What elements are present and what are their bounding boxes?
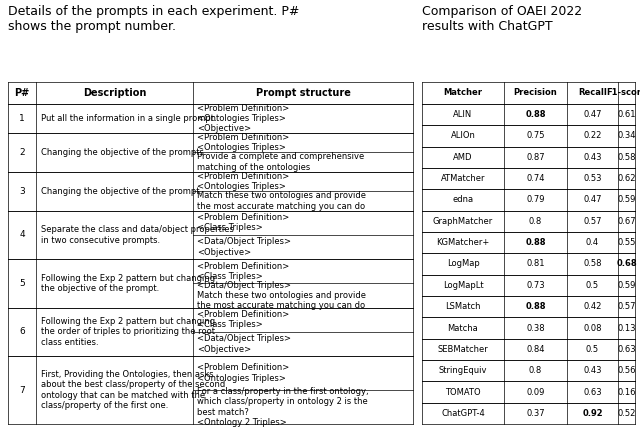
Text: F1-score: F1-score (606, 88, 640, 97)
Text: Description: Description (83, 88, 146, 98)
Text: Comparison of OAEI 2022
results with ChatGPT: Comparison of OAEI 2022 results with Cha… (422, 5, 582, 33)
Text: Changing the objective of the prompt.: Changing the objective of the prompt. (41, 187, 202, 196)
Text: 0.4: 0.4 (586, 238, 599, 247)
Text: Details of the prompts in each experiment. P#
shows the prompt number.: Details of the prompts in each experimen… (8, 5, 300, 33)
Text: Recall: Recall (578, 88, 607, 97)
Text: 0.57: 0.57 (617, 302, 636, 311)
Text: 0.88: 0.88 (525, 302, 546, 311)
Text: 0.58: 0.58 (617, 153, 636, 162)
Text: Put all the information in a single prompt.: Put all the information in a single prom… (41, 114, 216, 123)
Text: 0.67: 0.67 (617, 217, 636, 226)
Text: 0.63: 0.63 (583, 387, 602, 396)
Text: 0.38: 0.38 (526, 323, 545, 332)
Text: <Problem Definition>
<Class Triples>: <Problem Definition> <Class Triples> (197, 310, 289, 329)
Text: <Data/Object Triples>
<Objective>: <Data/Object Triples> <Objective> (197, 334, 291, 353)
Text: 0.75: 0.75 (526, 132, 545, 141)
Text: GraphMatcher: GraphMatcher (433, 217, 493, 226)
Text: KGMatcher+: KGMatcher+ (436, 238, 490, 247)
Text: 4: 4 (19, 230, 25, 239)
Text: <Problem Definition>
<Ontologies Triples>: <Problem Definition> <Ontologies Triples… (197, 133, 289, 152)
Text: 6: 6 (19, 327, 25, 336)
Text: 0.8: 0.8 (529, 217, 542, 226)
Text: 0.68: 0.68 (616, 260, 637, 269)
Text: 0.37: 0.37 (526, 409, 545, 418)
Text: 0.09: 0.09 (526, 387, 545, 396)
Text: Prompt structure: Prompt structure (255, 88, 351, 98)
Text: 0.73: 0.73 (526, 281, 545, 290)
Text: 0.84: 0.84 (526, 345, 545, 354)
Text: Provide a complete and comprehensive
matching of the ontologies: Provide a complete and comprehensive mat… (197, 152, 364, 172)
Text: 0.47: 0.47 (583, 110, 602, 119)
Text: 0.08: 0.08 (583, 323, 602, 332)
Text: 0.55: 0.55 (618, 238, 636, 247)
Text: Precision: Precision (514, 88, 557, 97)
Text: <Data/Object Triples>
<Objective>: <Data/Object Triples> <Objective> (197, 237, 291, 257)
Text: <Problem Definition>
<Class Triples>: <Problem Definition> <Class Triples> (197, 262, 289, 281)
Text: 0.81: 0.81 (526, 260, 545, 269)
Text: 5: 5 (19, 279, 25, 288)
Text: LogMapLt: LogMapLt (443, 281, 483, 290)
Text: <Problem Definition>
<Ontologies Triples>
<Objective>: <Problem Definition> <Ontologies Triples… (197, 104, 289, 133)
Text: 0.57: 0.57 (583, 217, 602, 226)
Text: 0.63: 0.63 (617, 345, 636, 354)
Text: Separate the class and data/object properties
in two consecutive prompts.: Separate the class and data/object prope… (41, 225, 234, 245)
Text: For a class/property in the first ontology,
which class/property in ontology 2 i: For a class/property in the first ontolo… (197, 387, 369, 427)
Text: 0.59: 0.59 (618, 281, 636, 290)
Text: 0.5: 0.5 (586, 281, 599, 290)
Text: 0.56: 0.56 (617, 366, 636, 375)
Text: 0.34: 0.34 (617, 132, 636, 141)
Text: 0.87: 0.87 (526, 153, 545, 162)
Text: 0.13: 0.13 (617, 323, 636, 332)
Text: <Data/Object Triples>
Match these two ontologies and provide
the most accurate m: <Data/Object Triples> Match these two on… (197, 281, 366, 311)
Text: TOMATO: TOMATO (445, 387, 481, 396)
Text: StringEquiv: StringEquiv (439, 366, 487, 375)
Text: 0.16: 0.16 (617, 387, 636, 396)
Text: 0.42: 0.42 (583, 302, 602, 311)
Text: 0.88: 0.88 (525, 238, 546, 247)
Text: <Problem Definition>
<Ontologies Triples>: <Problem Definition> <Ontologies Triples… (197, 172, 289, 191)
Text: 0.53: 0.53 (583, 174, 602, 183)
Text: 0.74: 0.74 (526, 174, 545, 183)
Text: First, Providing the Ontologies, then asks
about the best class/property of the : First, Providing the Ontologies, then as… (41, 370, 225, 410)
Text: 0.43: 0.43 (583, 366, 602, 375)
Text: LogMap: LogMap (447, 260, 479, 269)
Text: P#: P# (14, 88, 29, 98)
Text: 0.61: 0.61 (617, 110, 636, 119)
Text: 1: 1 (19, 114, 25, 123)
Text: Following the Exp 2 pattern but changing
the order of triples to prioritizing th: Following the Exp 2 pattern but changing… (41, 317, 215, 347)
Text: Changing the objective of the prompts.: Changing the objective of the prompts. (41, 148, 207, 157)
Text: LSMatch: LSMatch (445, 302, 481, 311)
Text: AMD: AMD (453, 153, 473, 162)
Text: <Problem Definition>
<Class Triples>: <Problem Definition> <Class Triples> (197, 213, 289, 233)
Text: 0.47: 0.47 (583, 196, 602, 205)
Text: 0.88: 0.88 (525, 110, 546, 119)
Text: ALIOn: ALIOn (451, 132, 476, 141)
Text: Matcha: Matcha (447, 323, 478, 332)
Text: 3: 3 (19, 187, 25, 196)
Text: ChatGPT-4: ChatGPT-4 (441, 409, 485, 418)
Text: 0.92: 0.92 (582, 409, 603, 418)
Text: 0.5: 0.5 (586, 345, 599, 354)
Text: 7: 7 (19, 386, 25, 395)
Text: 0.58: 0.58 (583, 260, 602, 269)
Text: 0.62: 0.62 (617, 174, 636, 183)
Text: Matcher: Matcher (444, 88, 483, 97)
Text: 0.59: 0.59 (618, 196, 636, 205)
Text: 0.43: 0.43 (583, 153, 602, 162)
Text: ALIN: ALIN (453, 110, 472, 119)
Text: ATMatcher: ATMatcher (441, 174, 485, 183)
Text: SEBMatcher: SEBMatcher (438, 345, 488, 354)
Text: 0.79: 0.79 (526, 196, 545, 205)
Text: 0.8: 0.8 (529, 366, 542, 375)
Text: edna: edna (452, 196, 474, 205)
Text: Match these two ontologies and provide
the most accurate matching you can do: Match these two ontologies and provide t… (197, 191, 366, 211)
Text: 2: 2 (19, 148, 25, 157)
Text: Following the Exp 2 pattern but changing
the objective of the prompt.: Following the Exp 2 pattern but changing… (41, 274, 215, 293)
Text: 0.22: 0.22 (583, 132, 602, 141)
Text: <Problem Definition>
<Ontologies Triples>: <Problem Definition> <Ontologies Triples… (197, 363, 289, 383)
Text: 0.52: 0.52 (618, 409, 636, 418)
